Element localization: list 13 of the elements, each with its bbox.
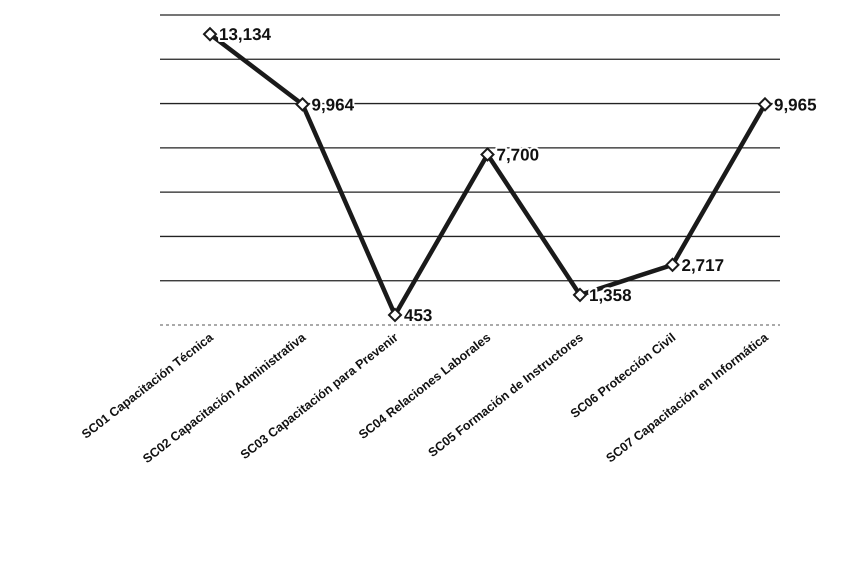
data-label: 13,134 [219,25,272,44]
point [203,27,217,42]
point [480,148,494,162]
point [666,258,680,272]
point [296,97,310,112]
point [573,288,587,302]
point [388,308,402,322]
data-label: 453 [404,306,432,325]
data-label: 7,700 [496,146,540,164]
data-label: 9,965 [774,95,817,114]
data-label: 1,358 [589,286,632,305]
point [758,97,772,112]
data-label: 2,717 [682,256,724,275]
